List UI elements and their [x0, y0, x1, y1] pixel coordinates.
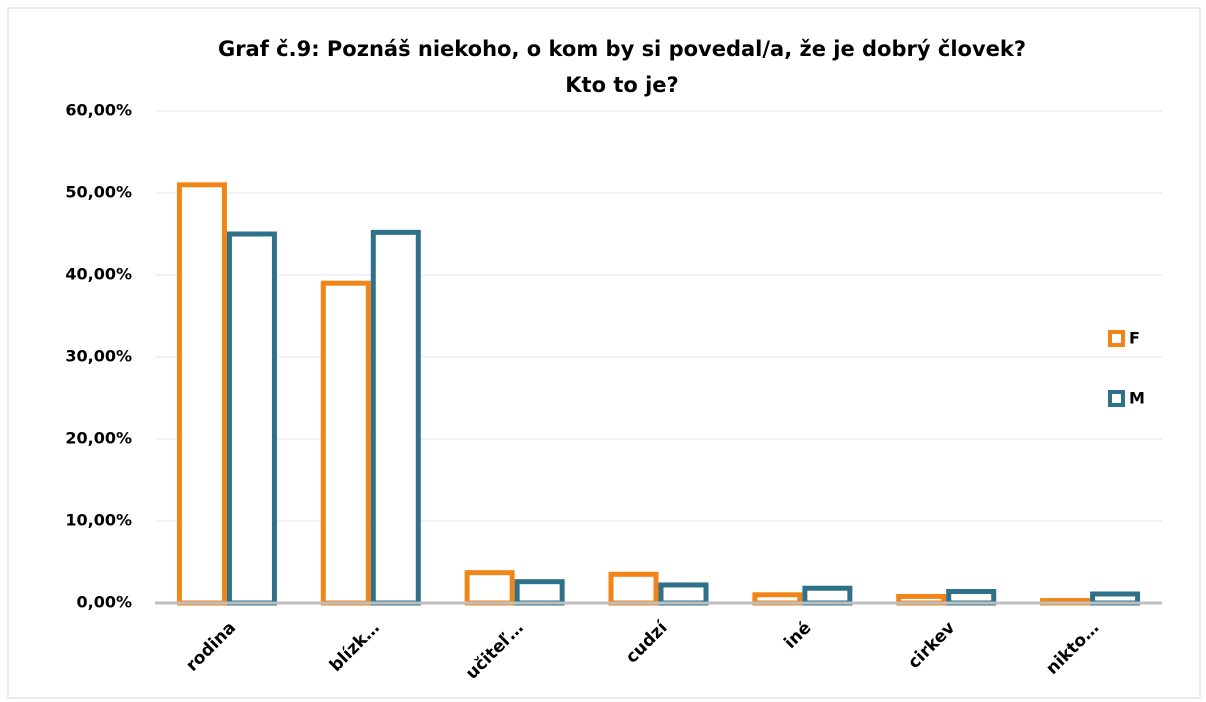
y-tick-label: 20,00% [65, 429, 132, 448]
chart-title: Kto to je? [565, 73, 678, 97]
bar [608, 571, 659, 606]
bar [370, 229, 421, 606]
bar [802, 585, 853, 606]
bar [464, 570, 515, 606]
y-tick-label: 10,00% [65, 511, 132, 530]
chart-title: Graf č.9: Poznáš niekoho, o kom by si po… [218, 37, 1026, 61]
bar [514, 579, 565, 606]
legend-swatch [1108, 330, 1125, 347]
bar [658, 582, 709, 606]
bar [176, 182, 227, 606]
y-tick-label: 30,00% [65, 347, 132, 366]
bar [320, 280, 371, 606]
legend-label: F [1129, 329, 1140, 348]
bar [226, 231, 277, 606]
bar [946, 589, 997, 606]
legend-swatch [1108, 390, 1125, 407]
y-tick-label: 50,00% [65, 183, 132, 202]
y-tick-label: 60,00% [65, 101, 132, 120]
legend-label: M [1129, 389, 1145, 408]
y-tick-label: 40,00% [65, 265, 132, 284]
y-tick-label: 0,00% [76, 593, 132, 612]
